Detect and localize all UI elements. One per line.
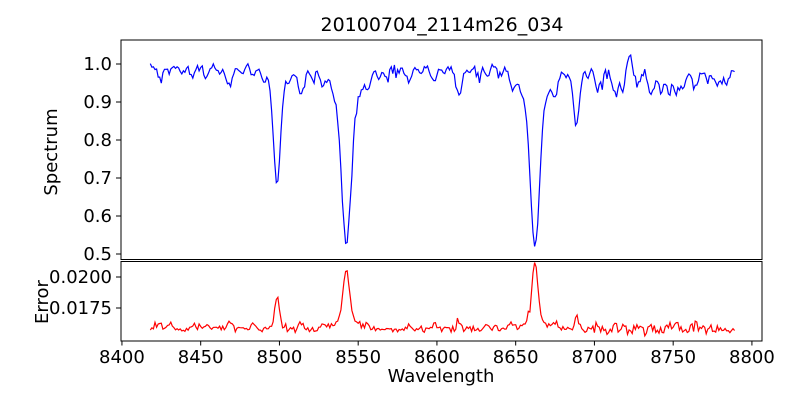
y-tick-label: 0.7 xyxy=(83,168,112,189)
spectrum-line xyxy=(149,53,735,247)
y-tick-label: 0.8 xyxy=(83,130,112,151)
chart-title: 20100704_2114m26_034 xyxy=(320,14,563,36)
x-tick-label: 8650 xyxy=(493,347,539,368)
x-tick-label: 8550 xyxy=(335,347,381,368)
y-axis-label-error: Error xyxy=(32,279,53,323)
x-tick-label: 8450 xyxy=(178,347,224,368)
y-tick-label: 0.9 xyxy=(83,92,112,113)
axis-ticks: 8400 8450 8500 8550 8600 8650 8700 8750 8800 1.0 0… xyxy=(49,54,775,368)
y-tick-label: 0.0200 xyxy=(49,267,112,288)
x-tick-label: 8400 xyxy=(99,347,145,368)
x-tick-label: 8500 xyxy=(257,347,303,368)
y-tick-label: 0.6 xyxy=(83,206,112,227)
y-tick-label: 0.5 xyxy=(83,244,112,265)
y-tick-label: 0.0175 xyxy=(49,298,112,319)
error-panel-frame xyxy=(120,261,763,342)
x-axis-label: Wavelength xyxy=(388,366,495,387)
spectrum-panel-frame xyxy=(120,39,763,260)
y-axis-label-spectrum: Spectrum xyxy=(41,108,62,195)
x-tick-label: 8750 xyxy=(650,347,696,368)
error-line xyxy=(149,262,736,338)
x-tick-label: 8700 xyxy=(572,347,618,368)
x-tick-label: 8600 xyxy=(414,347,460,368)
y-tick-label: 1.0 xyxy=(83,54,112,75)
x-tick-label: 8800 xyxy=(729,347,775,368)
